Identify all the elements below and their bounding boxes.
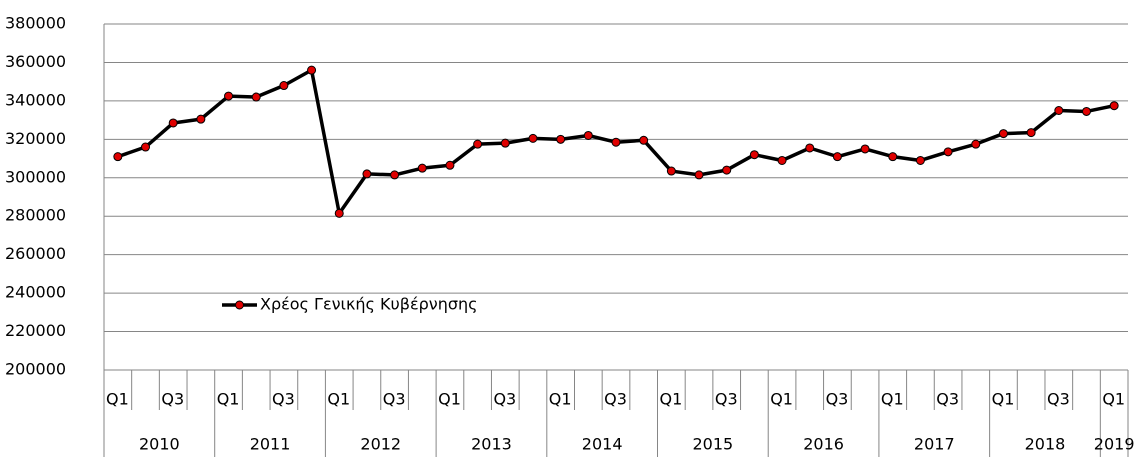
marker [473, 139, 483, 149]
marker [168, 118, 178, 128]
marker [694, 170, 704, 180]
marker [334, 208, 344, 218]
x-tick-label: Q1 [660, 390, 683, 409]
marker [832, 152, 842, 162]
marker [113, 152, 123, 162]
x-tick-label: Q1 [1102, 390, 1125, 409]
marker [141, 142, 151, 152]
marker [500, 138, 510, 148]
marker [971, 139, 981, 149]
x-tick-label: Q1 [106, 390, 129, 409]
x-tick-label: Q1 [327, 390, 350, 409]
x-tick-label: Q1 [549, 390, 572, 409]
x-tick-label: Q3 [1047, 390, 1070, 409]
x-tick-label: Q3 [493, 390, 516, 409]
marker [528, 133, 538, 143]
x-group-label: 2013 [471, 435, 512, 454]
marker [445, 160, 455, 170]
y-tick-label: 280000 [5, 206, 66, 225]
y-tick-label: 240000 [5, 283, 66, 302]
marker [998, 129, 1008, 139]
marker [805, 143, 815, 153]
marker [362, 169, 372, 179]
marker [583, 130, 593, 140]
x-tick-label: Q3 [604, 390, 627, 409]
marker [1026, 128, 1036, 138]
x-tick-label: Q1 [881, 390, 904, 409]
y-tick-label: 200000 [5, 360, 66, 379]
marker [943, 147, 953, 157]
x-group-label: 2010 [139, 435, 180, 454]
marker [860, 144, 870, 154]
marker [390, 170, 400, 180]
marker [611, 137, 621, 147]
y-tick-label: 300000 [5, 167, 66, 186]
marker [1109, 101, 1119, 111]
marker [224, 91, 234, 101]
marker [556, 134, 566, 144]
y-tick-label: 260000 [5, 244, 66, 263]
marker [639, 135, 649, 145]
x-group-label: 2019 [1094, 435, 1135, 454]
marker [417, 163, 427, 173]
marker [777, 155, 787, 165]
x-group-label: 2012 [360, 435, 401, 454]
x-tick-label: Q3 [826, 390, 849, 409]
y-tick-label: 360000 [5, 52, 66, 71]
x-group-label: 2018 [1025, 435, 1066, 454]
y-tick-label: 220000 [5, 321, 66, 340]
marker [196, 114, 206, 124]
x-group-label: 2015 [693, 435, 734, 454]
marker [915, 155, 925, 165]
y-tick-label: 340000 [5, 90, 66, 109]
legend-label: Χρέος Γενικής Κυβέρνησης [260, 295, 478, 314]
x-tick-label: Q3 [383, 390, 406, 409]
y-tick-label: 380000 [5, 14, 66, 33]
x-tick-label: Q3 [272, 390, 295, 409]
x-group-label: 2014 [582, 435, 623, 454]
legend-marker [235, 300, 244, 310]
marker [307, 65, 317, 75]
x-tick-label: Q1 [217, 390, 240, 409]
marker [1054, 106, 1064, 115]
marker [749, 150, 759, 160]
x-group-label: 2017 [914, 435, 955, 454]
x-tick-label: Q1 [438, 390, 461, 409]
x-tick-label: Q1 [992, 390, 1015, 409]
x-tick-label: Q3 [936, 390, 959, 409]
marker [1081, 106, 1091, 116]
x-group-label: 2016 [803, 435, 844, 454]
x-tick-label: Q3 [715, 390, 738, 409]
marker [722, 165, 732, 175]
x-group-label: 2011 [250, 435, 291, 454]
x-tick-label: Q1 [770, 390, 793, 409]
marker [251, 92, 261, 102]
y-tick-label: 320000 [5, 129, 66, 148]
marker [666, 166, 676, 176]
x-tick-label: Q3 [161, 390, 184, 409]
marker [888, 152, 898, 162]
marker [279, 81, 289, 91]
